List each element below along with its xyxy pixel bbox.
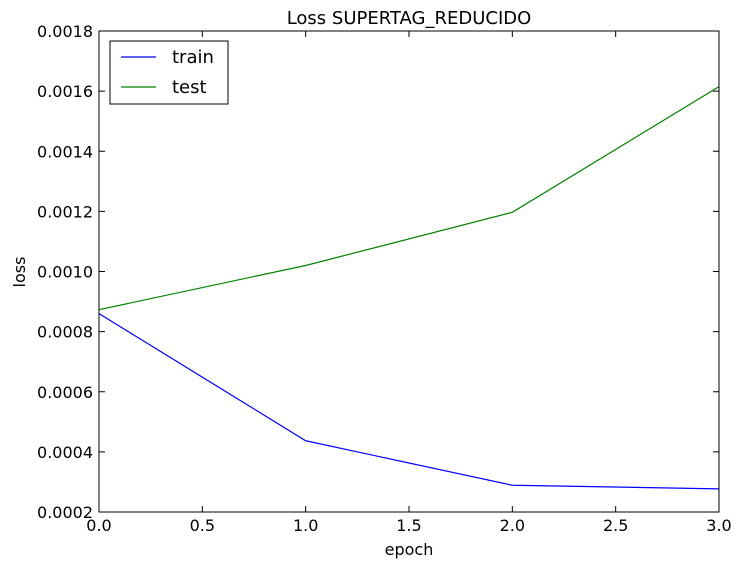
chart-title: Loss SUPERTAG_REDUCIDO	[287, 8, 532, 29]
y-tick-label: 0.0010	[37, 263, 93, 282]
y-tick-label: 0.0006	[37, 383, 93, 402]
x-tick-label: 0.0	[86, 516, 111, 535]
x-tick-label: 1.0	[293, 516, 318, 535]
legend: train test	[109, 40, 229, 105]
x-tick-label: 0.5	[190, 516, 215, 535]
series-line-train	[98, 313, 720, 490]
legend-label-test: test	[172, 77, 207, 98]
x-tick-label: 2.0	[500, 516, 525, 535]
x-tick-label: 1.5	[396, 516, 421, 535]
series-line-test	[98, 86, 720, 311]
x-axis-label: epoch	[385, 540, 434, 559]
series-lines	[98, 86, 720, 490]
y-tick-label: 0.0012	[37, 202, 93, 221]
x-tick-label: 3.0	[706, 516, 731, 535]
plot-area-frame	[98, 30, 720, 513]
y-tick-label: 0.0014	[37, 142, 93, 161]
y-tick-label: 0.0018	[37, 22, 93, 41]
axis-ticks: 0.0 0.5 1.0 1.5 2.0 2.5 3.0 0.0002 0.0004 0.0006 0…	[37, 22, 732, 535]
y-tick-label: 0.0004	[37, 443, 93, 462]
legend-label-train: train	[172, 47, 214, 68]
y-tick-label: 0.0016	[37, 82, 93, 101]
y-tick-label: 0.0002	[37, 503, 93, 522]
legend-box	[109, 40, 229, 105]
y-tick-label: 0.0008	[37, 323, 93, 342]
x-tick-label: 2.5	[603, 516, 628, 535]
y-axis-label: loss	[10, 257, 29, 288]
